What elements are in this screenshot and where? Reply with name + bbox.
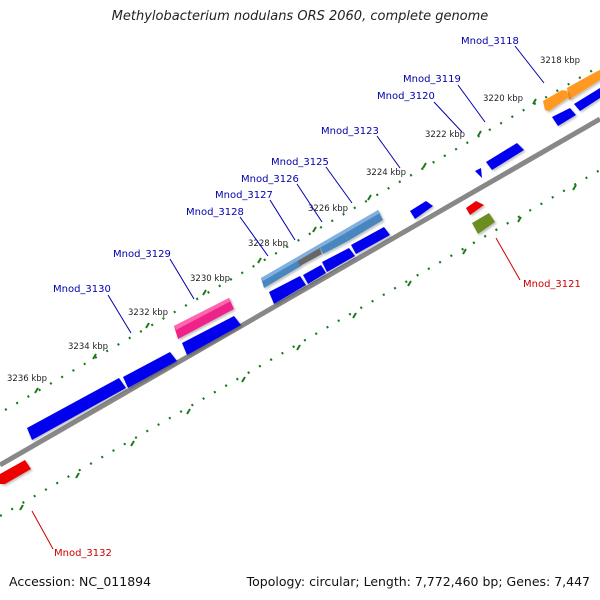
gene-label-mnod-3127[interactable]: Mnod_3127 bbox=[215, 190, 273, 201]
gene-mnod-3119[interactable] bbox=[543, 90, 569, 111]
gene-mnod-3118[interactable] bbox=[567, 70, 600, 100]
gene-label-mnod-3125[interactable]: Mnod_3125 bbox=[271, 157, 329, 168]
gene-mnod-3130[interactable] bbox=[27, 378, 126, 440]
topology-summary: Topology: circular; Length: 7,772,460 bp… bbox=[246, 574, 590, 589]
kbp-label-3234: 3234 kbp bbox=[68, 342, 108, 352]
gene-mnod-3121-olive[interactable] bbox=[472, 213, 495, 234]
gene-mnod-3119b[interactable] bbox=[552, 108, 576, 126]
gene-mnod-3125[interactable] bbox=[351, 227, 390, 254]
outer-tick-track bbox=[4, 65, 600, 411]
gene-label-mnod-3132[interactable]: Mnod_3132 bbox=[54, 548, 112, 559]
accession-label: Accession: NC_011894 bbox=[9, 574, 152, 589]
kbp-label-3232: 3232 kbp bbox=[128, 308, 168, 318]
kbp-label-3236: 3236 kbp bbox=[7, 374, 47, 384]
gene-mnod-3129-outer[interactable] bbox=[174, 298, 234, 339]
kbp-label-3230: 3230 kbp bbox=[190, 274, 230, 284]
gene-mnod-3127[interactable] bbox=[303, 265, 326, 284]
kbp-label-3222: 3222 kbp bbox=[425, 130, 465, 140]
kbp-label-3226: 3226 kbp bbox=[308, 204, 348, 214]
gene-label-mnod-3119[interactable]: Mnod_3119 bbox=[403, 74, 461, 85]
gene-label-mnod-3123[interactable]: Mnod_3123 bbox=[321, 126, 379, 137]
gene-mnod-3126-3127-outer[interactable] bbox=[261, 210, 383, 288]
gene-label-mnod-3126[interactable]: Mnod_3126 bbox=[241, 174, 299, 185]
forward-genes bbox=[27, 88, 600, 440]
leader-lines bbox=[31, 45, 545, 550]
reverse-genes bbox=[0, 213, 495, 484]
gene-label-mnod-3120[interactable]: Mnod_3120 bbox=[377, 91, 435, 102]
gene-label-mnod-3121[interactable]: Mnod_3121 bbox=[523, 279, 581, 290]
kbp-label-3224: 3224 kbp bbox=[366, 168, 406, 178]
genome-title: Methylobacterium nodulans ORS 2060, comp… bbox=[111, 9, 489, 24]
gene-mnod-3126[interactable] bbox=[322, 248, 355, 272]
gene-mnod-3120[interactable] bbox=[486, 143, 524, 170]
gene-mnod-3118b[interactable] bbox=[574, 88, 600, 111]
kbp-labels: 3218 kbp 3220 kbp 3222 kbp 3224 kbp 3226… bbox=[7, 56, 580, 384]
gene-mnod-3123[interactable] bbox=[410, 201, 433, 219]
outer-major-ticks bbox=[34, 98, 537, 394]
gene-label-mnod-3129[interactable]: Mnod_3129 bbox=[113, 249, 171, 260]
gene-mnod-3121[interactable] bbox=[466, 201, 484, 215]
inner-major-ticks bbox=[19, 184, 577, 511]
gene-mnod-3132[interactable] bbox=[0, 460, 31, 484]
kbp-label-3228: 3228 kbp bbox=[248, 239, 288, 249]
gene-label-mnod-3130[interactable]: Mnod_3130 bbox=[53, 284, 111, 295]
gene-label-mnod-3128[interactable]: Mnod_3128 bbox=[186, 207, 244, 218]
gene-mnod-3128[interactable] bbox=[269, 276, 306, 304]
gene-label-mnod-3118[interactable]: Mnod_3118 bbox=[461, 36, 519, 47]
kbp-label-3220: 3220 kbp bbox=[483, 94, 523, 104]
gene-labels: Mnod_3118 Mnod_3119 Mnod_3120 Mnod_3121 … bbox=[53, 36, 581, 559]
gene-mnod-3130-b[interactable] bbox=[123, 352, 177, 388]
gene-small-arrow[interactable] bbox=[475, 168, 482, 178]
genome-backbone bbox=[0, 116, 600, 468]
kbp-label-3218: 3218 kbp bbox=[540, 56, 580, 66]
gene-mnod-3129[interactable] bbox=[182, 316, 241, 355]
